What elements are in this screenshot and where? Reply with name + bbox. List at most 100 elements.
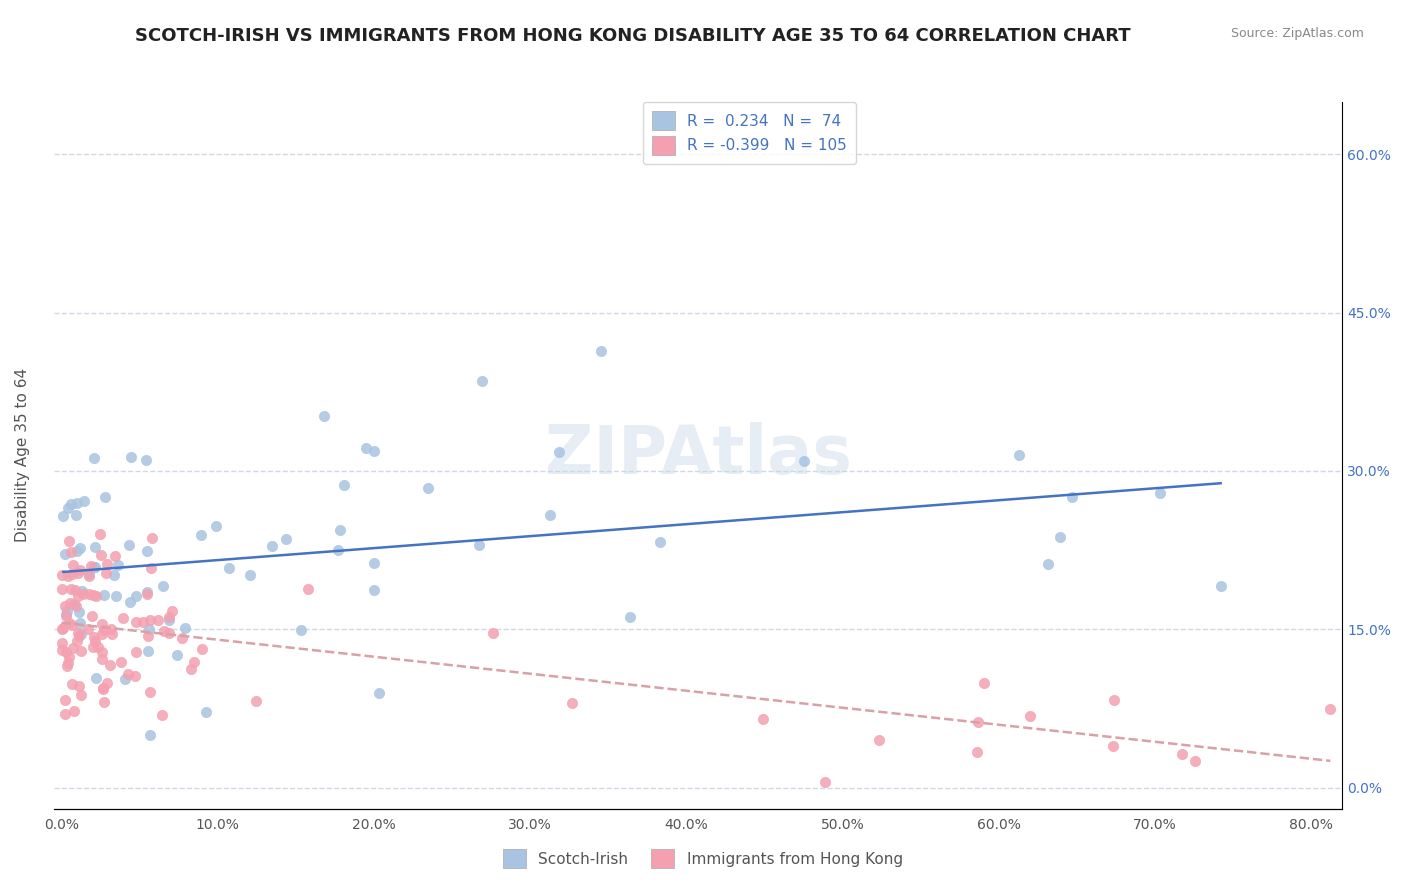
Point	[262, 540, 284, 554]
Point	[1149, 486, 1171, 500]
Point	[52, 509, 75, 524]
Point	[96, 558, 118, 572]
Point	[966, 745, 988, 759]
Point	[1062, 490, 1084, 504]
Point	[91, 627, 114, 641]
Text: ZIPAtlas: ZIPAtlas	[544, 422, 852, 488]
Point	[329, 523, 352, 537]
Point	[107, 558, 129, 572]
Point	[326, 542, 349, 557]
Point	[65, 508, 87, 522]
Point	[60, 582, 83, 596]
Point	[91, 681, 114, 695]
Point	[69, 688, 91, 702]
Point	[589, 343, 612, 358]
Point	[51, 622, 73, 636]
Point	[139, 685, 162, 699]
Point	[62, 640, 84, 655]
Point	[125, 615, 148, 629]
Point	[101, 626, 124, 640]
Point	[170, 632, 193, 646]
Point	[53, 547, 76, 561]
Point	[152, 578, 174, 592]
Point	[77, 623, 100, 637]
Point	[1171, 747, 1194, 762]
Point	[98, 658, 121, 673]
Y-axis label: Disability Age 35 to 64: Disability Age 35 to 64	[15, 368, 30, 542]
Point	[166, 648, 188, 663]
Point	[66, 633, 89, 648]
Point	[110, 655, 132, 669]
Point	[55, 607, 77, 622]
Point	[297, 582, 319, 596]
Point	[53, 693, 76, 707]
Point	[1036, 557, 1059, 571]
Point	[135, 543, 157, 558]
Point	[79, 566, 101, 581]
Point	[67, 605, 90, 619]
Point	[66, 625, 89, 640]
Point	[814, 775, 837, 789]
Point	[416, 481, 439, 495]
Point	[91, 682, 114, 697]
Point	[157, 626, 180, 640]
Point	[56, 659, 79, 673]
Point	[51, 568, 73, 582]
Point	[58, 615, 80, 630]
Point	[146, 614, 169, 628]
Point	[276, 532, 298, 546]
Point	[548, 444, 571, 458]
Point	[118, 538, 141, 552]
Point	[239, 568, 262, 582]
Point	[69, 627, 91, 641]
Point	[67, 589, 90, 603]
Point	[58, 649, 80, 664]
Point	[66, 566, 89, 581]
Point	[139, 561, 162, 575]
Point	[139, 613, 162, 627]
Point	[51, 582, 73, 597]
Point	[314, 409, 336, 423]
Point	[69, 615, 91, 630]
Point	[363, 556, 385, 570]
Point	[66, 496, 89, 510]
Point	[120, 595, 142, 609]
Legend: R =  0.234   N =  74, R = -0.399   N = 105: R = 0.234 N = 74, R = -0.399 N = 105	[643, 102, 856, 164]
Point	[93, 623, 115, 637]
Point	[752, 712, 775, 726]
Point	[1319, 702, 1341, 716]
Point	[648, 535, 671, 549]
Point	[60, 497, 83, 511]
Point	[58, 656, 80, 670]
Point	[82, 589, 104, 603]
Point	[468, 537, 491, 551]
Point	[471, 374, 494, 388]
Point	[82, 640, 104, 654]
Point	[90, 652, 112, 666]
Point	[84, 559, 107, 574]
Point	[160, 604, 183, 618]
Point	[191, 642, 214, 657]
Point	[124, 589, 146, 603]
Point	[180, 662, 202, 676]
Point	[117, 666, 139, 681]
Point	[58, 569, 80, 583]
Point	[62, 558, 84, 573]
Point	[136, 585, 159, 599]
Point	[104, 589, 127, 603]
Point	[62, 598, 84, 612]
Point	[157, 610, 180, 624]
Point	[86, 671, 108, 685]
Point	[1008, 449, 1031, 463]
Point	[100, 622, 122, 636]
Point	[125, 645, 148, 659]
Point	[83, 560, 105, 574]
Point	[173, 622, 195, 636]
Point	[96, 675, 118, 690]
Point	[290, 624, 312, 638]
Point	[90, 645, 112, 659]
Point	[153, 624, 176, 638]
Point	[69, 541, 91, 556]
Point	[561, 696, 583, 710]
Point	[90, 616, 112, 631]
